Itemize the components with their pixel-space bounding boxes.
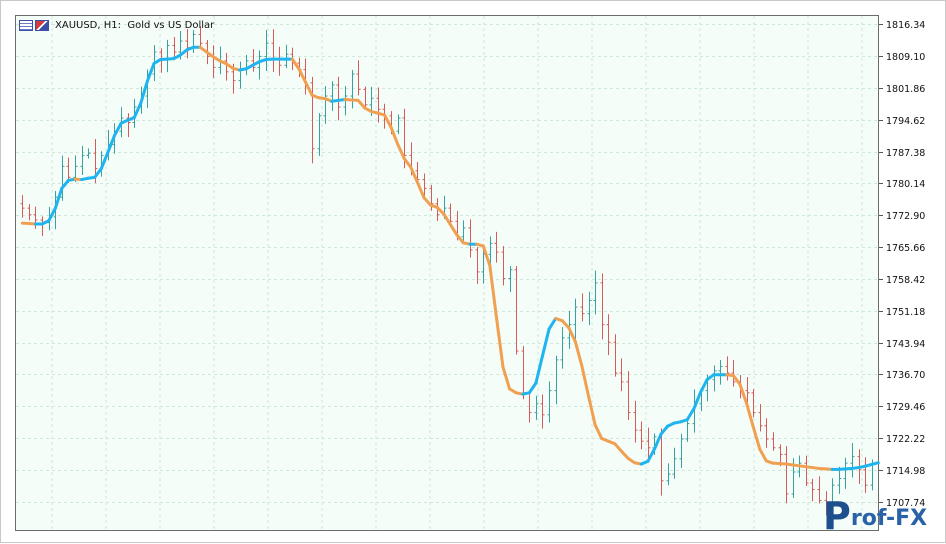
ma-segment [450, 224, 457, 235]
ma-segment [733, 376, 740, 385]
y-tick-label: 1751.18 [886, 307, 925, 318]
ma-segment [536, 356, 543, 383]
ma-segment [872, 463, 879, 465]
ma-segment [134, 103, 141, 118]
ma-segment [582, 366, 589, 396]
ma-segment [595, 425, 602, 439]
y-tick-label: 1729.46 [886, 402, 925, 413]
y-tick-label: 1787.38 [886, 148, 925, 159]
y-tick-label: 1714.98 [886, 466, 925, 477]
candlestick-series [21, 26, 875, 515]
ma-segment [490, 265, 497, 316]
ma-segment [384, 115, 391, 127]
ma-segment [404, 158, 411, 167]
logo-mark: P [823, 497, 851, 535]
y-tick-label: 1722.22 [886, 434, 925, 445]
ma-segment [398, 144, 405, 159]
ma-segment [760, 449, 767, 461]
y-tick-label: 1736.70 [886, 370, 925, 381]
price-axis: 1816.34 1809.10 1801.86 1794.62 1787.38 1780.… [879, 20, 925, 509]
ma-segment [417, 182, 424, 197]
ma-segment [147, 63, 154, 81]
ma-segment [114, 123, 121, 135]
ma-segment [101, 152, 108, 168]
ma-segment [391, 127, 398, 144]
symbol-flag-icon [35, 20, 49, 31]
ma-segment [740, 384, 747, 403]
chart-title: XAUUSD, H1: Gold vs US Dollar [55, 20, 214, 31]
ma-segment [687, 409, 694, 420]
prof-fx-logo: P rof-FX [823, 495, 927, 535]
logo-text: rof-FX [851, 507, 927, 531]
chart-title-bar: XAUUSD, H1: Gold vs US Dollar [19, 18, 214, 32]
ma-segment [529, 383, 536, 393]
y-tick-label: 1765.66 [886, 243, 925, 254]
ma-segment [575, 342, 582, 367]
y-tick-label: 1758.42 [886, 275, 925, 286]
y-tick-label: 1801.86 [886, 84, 925, 95]
ma-segment [55, 188, 62, 208]
y-tick-label: 1772.90 [886, 211, 925, 222]
ma-segment [292, 59, 299, 69]
ma-segment [542, 329, 549, 356]
ma-segment [503, 367, 510, 389]
y-tick-label: 1809.10 [886, 52, 925, 63]
y-tick-label: 1794.62 [886, 116, 925, 127]
y-tick-label: 1780.14 [886, 179, 925, 190]
y-tick-label: 1816.34 [886, 20, 925, 31]
ma-segment [549, 319, 556, 330]
ma-segment [496, 317, 503, 367]
chart-properties-icon[interactable] [19, 20, 33, 31]
y-tick-label: 1743.94 [886, 339, 925, 350]
